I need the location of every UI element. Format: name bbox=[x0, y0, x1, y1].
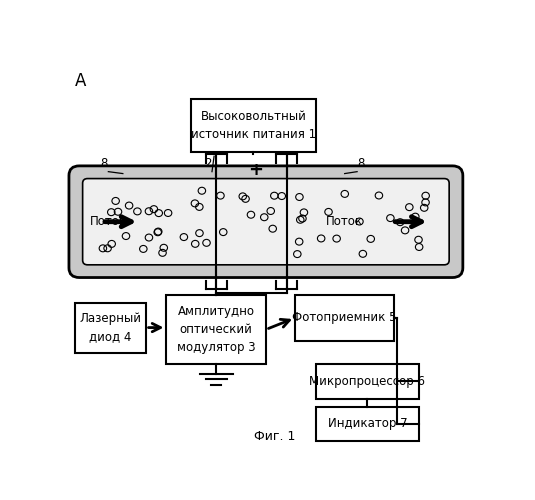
FancyBboxPatch shape bbox=[166, 295, 266, 364]
Text: +: + bbox=[248, 160, 263, 178]
FancyBboxPatch shape bbox=[192, 98, 316, 152]
FancyBboxPatch shape bbox=[316, 406, 419, 441]
FancyBboxPatch shape bbox=[82, 178, 449, 265]
Text: Поток: Поток bbox=[90, 215, 127, 228]
Text: 8: 8 bbox=[357, 156, 365, 170]
Text: Лазерный
диод 4: Лазерный диод 4 bbox=[79, 312, 141, 343]
Text: Фотоприемник 5: Фотоприемник 5 bbox=[293, 312, 397, 324]
Text: Поток: Поток bbox=[326, 215, 363, 228]
Text: Амплитудно
оптический
модулятор 3: Амплитудно оптический модулятор 3 bbox=[177, 305, 255, 354]
FancyBboxPatch shape bbox=[75, 302, 146, 352]
Text: 8: 8 bbox=[101, 156, 108, 170]
Text: Фиг. 1: Фиг. 1 bbox=[254, 430, 295, 443]
Text: А: А bbox=[75, 72, 87, 90]
FancyBboxPatch shape bbox=[316, 364, 419, 399]
FancyBboxPatch shape bbox=[295, 295, 394, 341]
Text: Индикатор 7: Индикатор 7 bbox=[327, 418, 407, 430]
Text: 2: 2 bbox=[204, 156, 212, 170]
FancyBboxPatch shape bbox=[69, 166, 463, 278]
Text: Микропроцессор 6: Микропроцессор 6 bbox=[309, 375, 425, 388]
Text: Высоковольтный
источник питания 1: Высоковольтный источник питания 1 bbox=[191, 110, 316, 141]
